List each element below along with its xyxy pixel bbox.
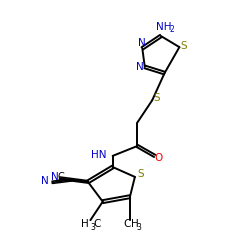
- Text: S: S: [137, 170, 144, 179]
- Text: C: C: [124, 219, 131, 229]
- Text: 3: 3: [90, 222, 95, 232]
- Text: N: N: [138, 38, 146, 48]
- Text: NH: NH: [156, 22, 171, 32]
- Text: H: H: [130, 219, 138, 229]
- Text: 2: 2: [170, 24, 174, 34]
- Text: C: C: [94, 219, 101, 229]
- Text: N: N: [51, 172, 58, 182]
- Text: N: N: [40, 176, 48, 186]
- Text: S: S: [154, 93, 160, 103]
- Text: HN: HN: [91, 150, 106, 160]
- Text: C: C: [57, 172, 64, 182]
- Text: H: H: [82, 219, 89, 229]
- Text: S: S: [180, 41, 187, 51]
- Text: O: O: [154, 153, 162, 164]
- Text: 3: 3: [137, 222, 142, 232]
- Text: N: N: [136, 62, 144, 72]
